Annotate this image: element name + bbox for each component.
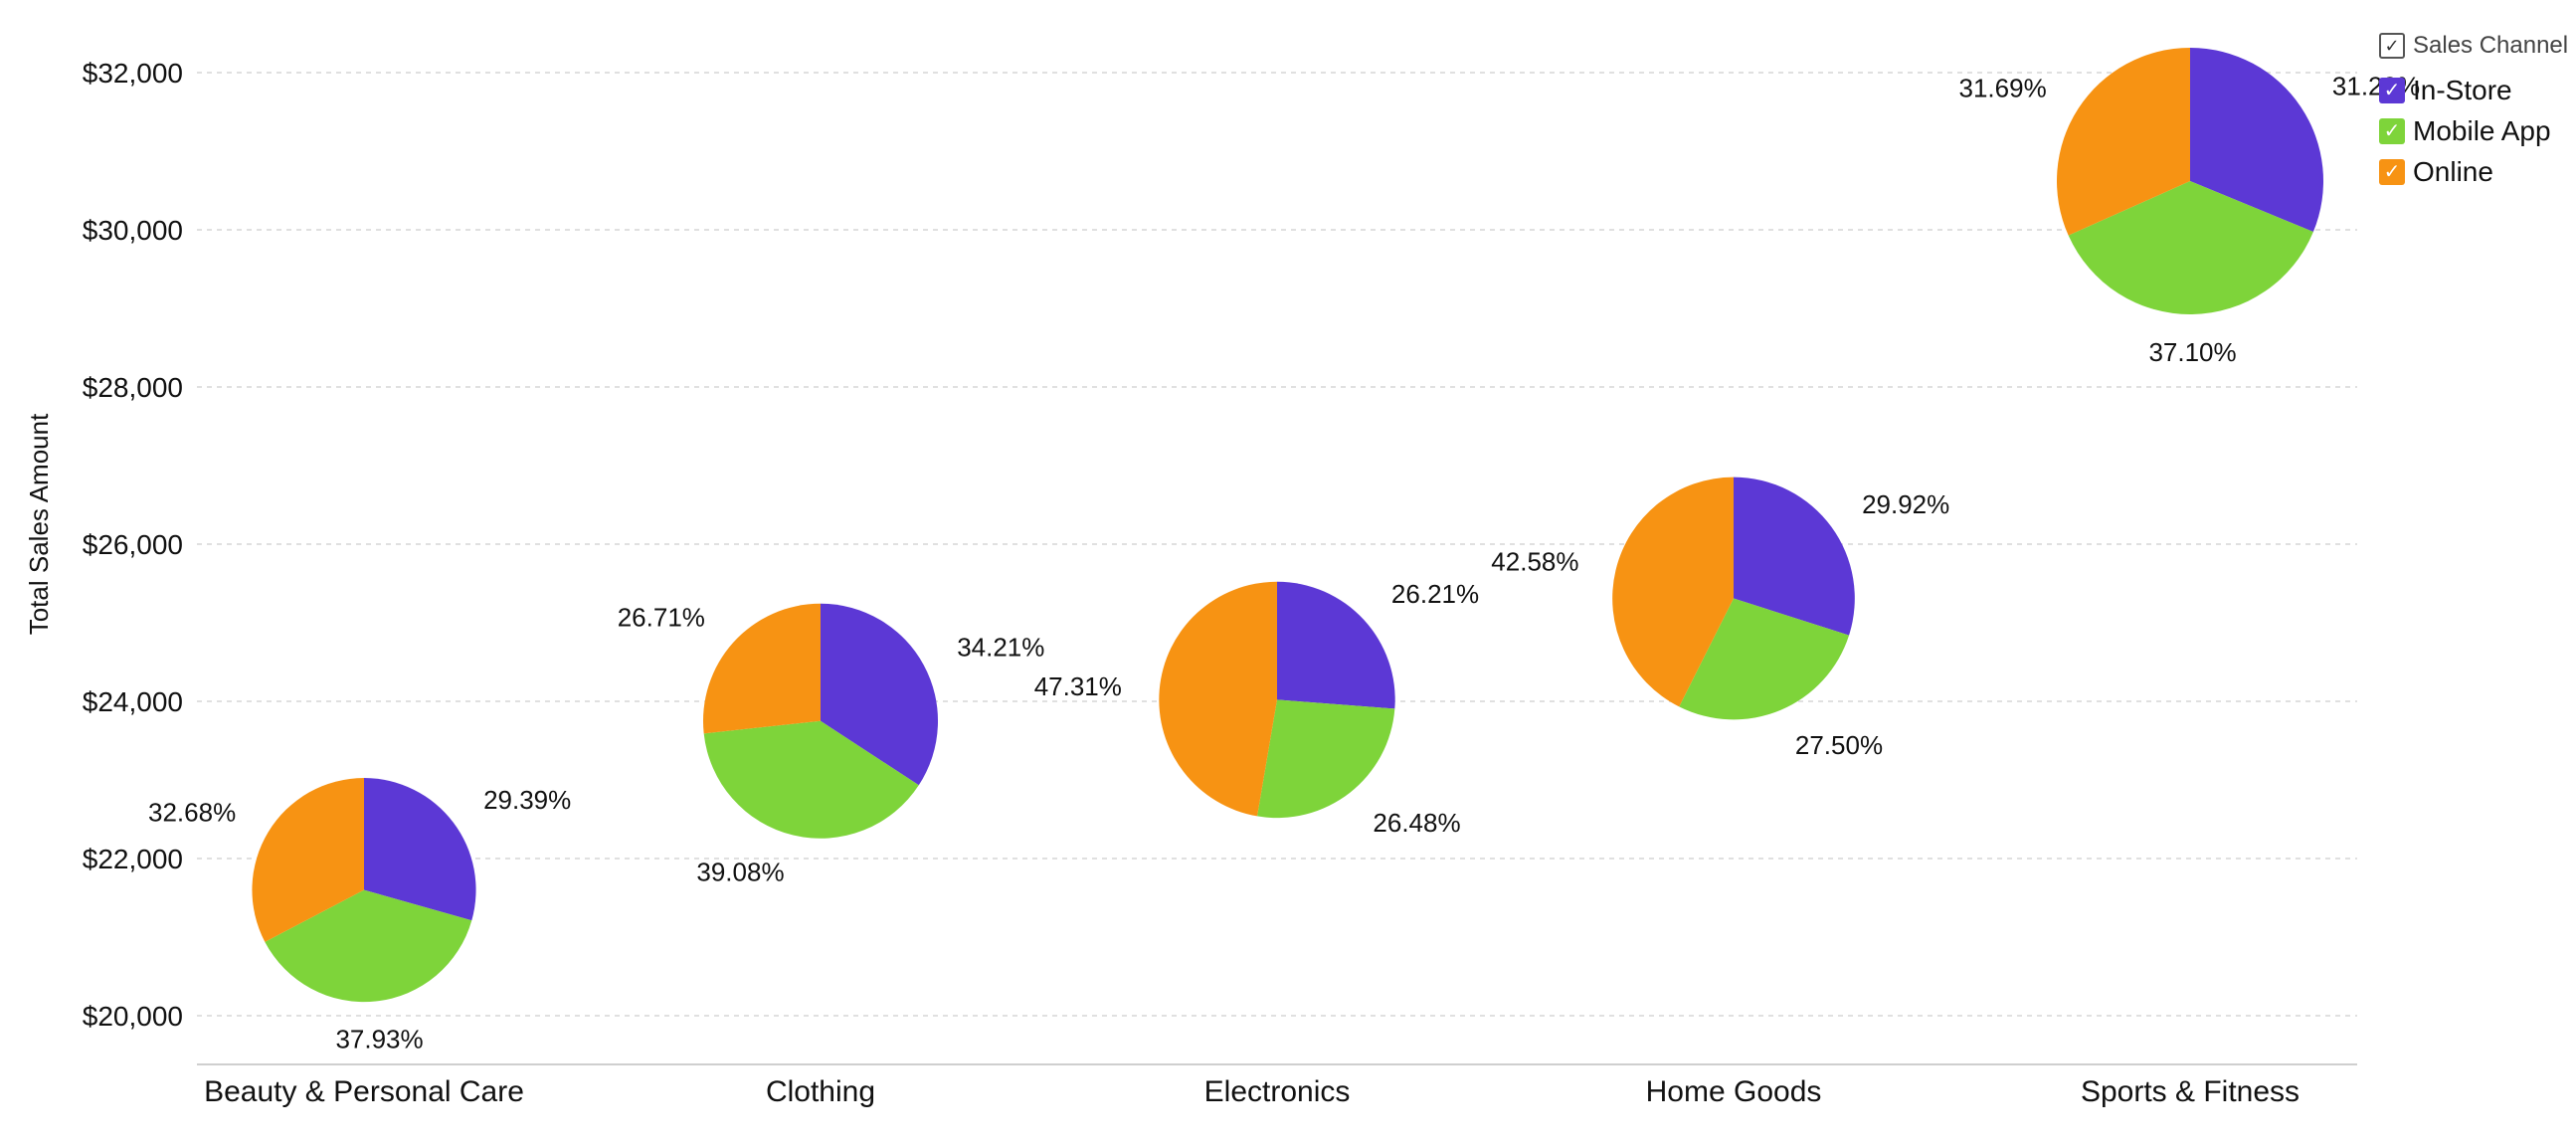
x-tick-label: Electronics [1204, 1075, 1351, 1108]
y-tick-label: $24,000 [83, 686, 183, 717]
pie-slice-in-store[interactable] [1277, 581, 1395, 709]
checkbox-icon[interactable]: ✓ [2379, 77, 2405, 103]
legend-item-mobile-app[interactable]: ✓ Mobile App [2379, 110, 2568, 151]
slice-percent-label: 31.69% [1959, 73, 2047, 102]
legend-label: In-Store [2413, 74, 2512, 105]
slice-percent-label: 37.10% [2148, 337, 2236, 367]
gridlines [197, 72, 2357, 1017]
slice-percent-label: 29.92% [1862, 489, 1949, 519]
pie-slice-mobile-app[interactable] [1679, 598, 1850, 720]
y-tick-label: $26,000 [83, 529, 183, 560]
slice-percent-label: 26.21% [1391, 579, 1479, 609]
pie-slice-online[interactable] [1612, 477, 1734, 707]
legend-label: Online [2413, 155, 2493, 187]
pie-slice-mobile-app[interactable] [2068, 181, 2313, 315]
y-tick-label: $20,000 [83, 1001, 183, 1032]
legend-label: Mobile App [2413, 114, 2551, 146]
slice-percent-label: 31.22% [2332, 71, 2420, 100]
pie-slice-mobile-app[interactable] [265, 889, 472, 1003]
slice-percent-label: 27.50% [1795, 730, 1883, 760]
slice-percent-label: 26.48% [1373, 808, 1460, 838]
pie-slice-online[interactable] [2057, 48, 2190, 236]
legend-title-row[interactable]: ✓ Sales Channel [2379, 32, 2568, 60]
legend: ✓ Sales Channel ✓ In-Store ✓ Mobile App … [2379, 32, 2568, 192]
pie-electronics[interactable]: 26.21% 26.48% 47.31% [1034, 579, 1479, 838]
y-tick-label: $22,000 [83, 844, 183, 874]
x-tick-label: Home Goods [1646, 1075, 1822, 1108]
pie-clothing[interactable]: 34.21% 39.08% 26.71% [618, 603, 1045, 887]
x-tick-label: Clothing [766, 1075, 875, 1108]
pie-slice-in-store[interactable] [2190, 48, 2323, 233]
slice-percent-label: 29.39% [483, 785, 571, 815]
pie-slice-online[interactable] [1159, 581, 1277, 817]
pie-slice-in-store[interactable] [364, 778, 476, 921]
x-axis-labels: Beauty & Personal Care Clothing Electronic… [204, 1075, 2300, 1108]
checkbox-icon[interactable]: ✓ [2379, 33, 2405, 59]
slice-percent-label: 47.31% [1034, 671, 1122, 701]
y-axis-ticks: $20,000 $22,000 $24,000 $26,000 $28,000 $30,0… [83, 58, 183, 1032]
y-tick-label: $30,000 [83, 215, 183, 246]
pie-slice-in-store[interactable] [821, 603, 939, 786]
slice-percent-label: 32.68% [148, 798, 236, 828]
pie-beauty-personal-care[interactable]: 29.39% 37.93% 32.68% [148, 778, 571, 1053]
pie-slice-online[interactable] [702, 603, 821, 734]
legend-item-online[interactable]: ✓ Online [2379, 151, 2568, 192]
legend-title: Sales Channel [2413, 32, 2569, 59]
pie-sports-fitness[interactable]: 31.22% 37.10% 31.69% [1959, 48, 2421, 367]
slice-percent-label: 26.71% [618, 603, 705, 633]
slice-percent-label: 34.21% [957, 632, 1044, 662]
y-tick-label: $28,000 [83, 372, 183, 403]
pie-slice-online[interactable] [252, 778, 364, 942]
x-tick-label: Beauty & Personal Care [204, 1075, 524, 1108]
checkbox-icon[interactable]: ✓ [2379, 158, 2405, 185]
y-axis-title: Total Sales Amount [24, 413, 54, 635]
pie-slice-mobile-app[interactable] [703, 720, 919, 839]
slice-percent-label: 39.08% [696, 857, 784, 886]
checkbox-icon[interactable]: ✓ [2379, 117, 2405, 144]
y-tick-label: $32,000 [83, 58, 183, 89]
pie-slice-mobile-app[interactable] [1257, 699, 1395, 819]
slice-percent-label: 37.93% [335, 1024, 423, 1053]
slice-percent-label: 42.58% [1491, 547, 1578, 577]
x-tick-label: Sports & Fitness [2081, 1075, 2300, 1108]
pie-slice-in-store[interactable] [1734, 477, 1855, 636]
pies: 29.39% 37.93% 32.68% 34.21% 39.08% 26.71% 26.2… [148, 48, 2420, 1053]
legend-item-in-store[interactable]: ✓ In-Store [2379, 70, 2568, 110]
pie-home-goods[interactable]: 29.92% 27.50% 42.58% [1491, 477, 1949, 760]
